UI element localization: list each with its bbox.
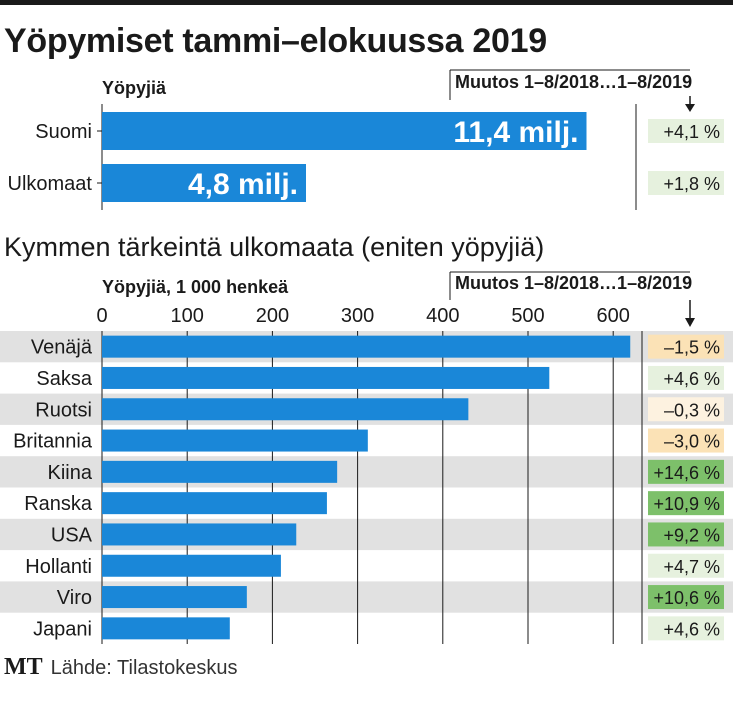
chart2-unit-label: Yöpyjiä, 1 000 henkeä: [102, 277, 289, 297]
chart2-change-cell: [648, 522, 724, 547]
chart2-bar: [102, 523, 297, 546]
chart1-category-label: Suomi: [35, 121, 92, 143]
chart2-change-label: –3,0 %: [664, 432, 720, 452]
chart1-change-cell: [648, 171, 724, 195]
chart1-change-label: +1,8 %: [663, 174, 720, 194]
chart1-value-label: 11,4 milj.: [453, 116, 578, 149]
chart2-tick-label: 200: [256, 305, 289, 327]
chart2-category-label: Ruotsi: [35, 399, 92, 421]
chart2-category-label: Kiina: [48, 462, 93, 484]
chart1-arrow-icon: [685, 104, 695, 112]
chart1-bar: [102, 164, 306, 202]
chart2-bar: [102, 335, 631, 358]
chart1-unit-label: Yöpyjiä: [102, 78, 167, 98]
chart2-change-label: +4,6 %: [663, 619, 720, 639]
chart2-category-label: USA: [51, 524, 93, 546]
chart2-arrow-icon: [685, 318, 695, 327]
chart2-change-label: +10,9 %: [653, 494, 720, 514]
chart2-change-label: –1,5 %: [664, 338, 720, 358]
chart2-tick-label: 300: [341, 305, 374, 327]
chart1-change-cell: [648, 119, 724, 143]
chart2-change-cell: [648, 616, 724, 641]
chart1-change-label: +4,1 %: [663, 122, 720, 142]
chart2-change-cell: [648, 428, 724, 453]
chart2-category-label: Ranska: [24, 493, 93, 515]
chart2-change-cell: [648, 397, 724, 422]
chart1-change-header: Muutos 1–8/2018…1–8/2019: [455, 72, 693, 92]
chart2-tick-label: 400: [426, 305, 459, 327]
chart2-category-label: Venäjä: [31, 337, 93, 359]
source-text: Lähde: Tilastokeskus: [50, 657, 238, 679]
chart2-change-cell: [648, 553, 724, 578]
chart2-tick-label: 0: [96, 305, 107, 327]
chart2-category-label: Britannia: [13, 431, 93, 453]
chart2-bar: [102, 460, 338, 483]
chart2-bar: [102, 617, 230, 640]
chart2-category-label: Viro: [57, 587, 92, 609]
chart2-bar: [102, 398, 469, 421]
chart2-bar: [102, 586, 247, 609]
chart1-category-label: Ulkomaat: [8, 173, 93, 195]
mt-logo: MT: [4, 654, 43, 680]
top-rule: [0, 0, 733, 5]
chart2-change-header: Muutos 1–8/2018…1–8/2019: [455, 273, 693, 293]
chart2-bar: [102, 492, 327, 515]
chart2-tick-label: 600: [597, 305, 630, 327]
chart2-bar: [102, 429, 368, 452]
chart2-change-cell: [648, 334, 724, 359]
chart2-change-label: –0,3 %: [664, 400, 720, 420]
chart2-change-label: +9,2 %: [663, 525, 720, 545]
chart2-change-cell: [648, 585, 724, 610]
chart2-change-label: +10,6 %: [653, 588, 720, 608]
chart2-category-label: Japani: [33, 618, 92, 640]
footer: MT Lähde: Tilastokeskus: [4, 654, 237, 681]
chart2-category-label: Hollanti: [25, 556, 92, 578]
chart2-change-cell: [648, 491, 724, 516]
chart2-bar: [102, 554, 281, 577]
chart2-change-label: +4,7 %: [663, 557, 720, 577]
chart2-change-label: +4,6 %: [663, 369, 720, 389]
chart2-subtitle: Kymmen tärkeintä ulkomaata (eniten yöpyj…: [4, 232, 545, 262]
chart2-bar: [102, 366, 550, 389]
chart-title: Yöpymiset tammi–elokuussa 2019: [4, 22, 547, 60]
chart1-bar: [102, 112, 587, 150]
chart2-change-cell: [648, 459, 724, 484]
chart2-tick-label: 500: [511, 305, 544, 327]
chart1-value-label: 4,8 milj.: [188, 168, 298, 201]
chart2-change-label: +14,6 %: [653, 463, 720, 483]
chart2-category-label: Saksa: [36, 368, 92, 390]
chart2-change-cell: [648, 365, 724, 390]
chart2-tick-label: 100: [171, 305, 204, 327]
